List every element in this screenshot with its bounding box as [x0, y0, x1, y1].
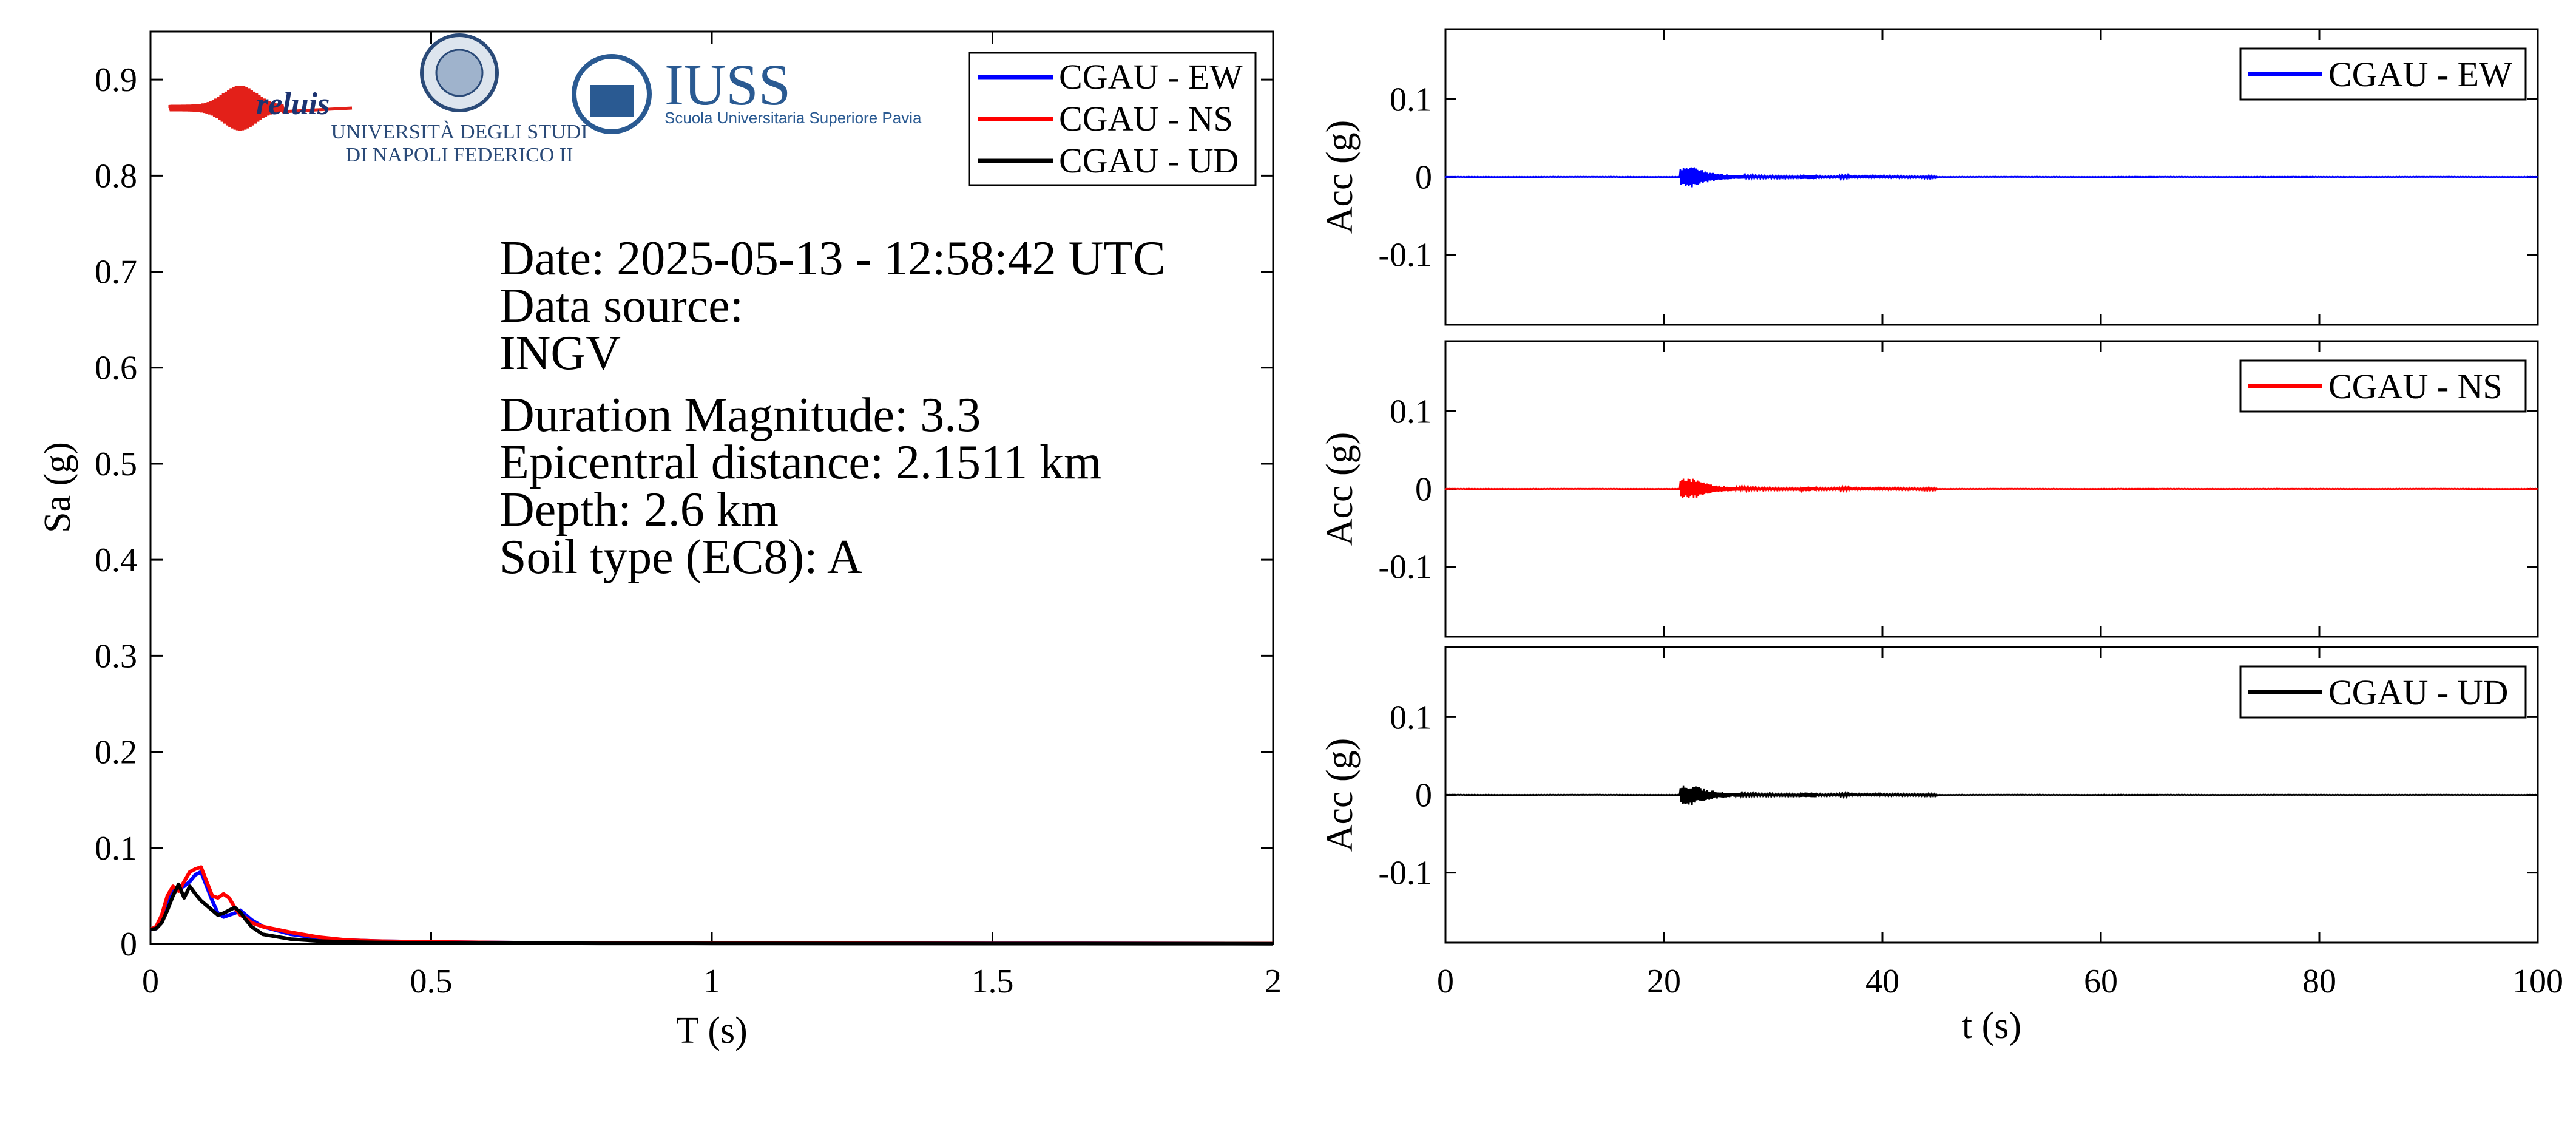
accelerogram-panel: -0.1 0 0.1 Acc (g) CGAU - EW: [1319, 28, 2539, 326]
spectrum-y-axis-label: Sa (g): [37, 442, 78, 533]
unina-name-line1: UNIVERSITÀ DEGLI STUDI: [331, 121, 587, 143]
acc-y-tick-label: 0: [1415, 159, 1432, 197]
unina-logo: UNIVERSITÀ DEGLI STUDI DI NAPOLI FEDERIC…: [331, 33, 588, 166]
reluis-logo-text: reluis: [256, 87, 330, 121]
acc-y-axis-label: Acc (g): [1319, 738, 1361, 852]
acc-y-axis-label: Acc (g): [1319, 432, 1361, 546]
event-info: Date: 2025-05-13 - 12:58:42 UTC Data sou…: [499, 232, 1166, 584]
acc-legend-label: CGAU - UD: [2328, 673, 2508, 712]
acc-y-axis-label: Acc (g): [1319, 120, 1361, 234]
acc-waveform-line: [1444, 785, 2538, 805]
data-source-value: INGV: [499, 327, 621, 380]
acc-y-tick-label: -0.1: [1378, 237, 1432, 274]
spectrum-x-ticks: 0 0.5 1 1.5 2: [142, 32, 1282, 1000]
spectrum-x-tick-label: 1.5: [972, 963, 1014, 1000]
event-depth: Depth: 2.6 km: [499, 483, 779, 537]
acc-x-tick-label: 0: [1437, 963, 1454, 1000]
epicentral-distance: Epicentral distance: 2.1511 km: [499, 436, 1101, 489]
acc-y-tick-label: 0.1: [1390, 393, 1432, 430]
acc-y-tick-label: 0: [1415, 471, 1432, 509]
iuss-name: IUSS: [664, 52, 791, 117]
soil-type: Soil type (EC8): A: [499, 531, 862, 584]
spectrum-y-tick-label: 0.3: [95, 637, 137, 675]
event-date: Date: 2025-05-13 - 12:58:42 UTC: [499, 232, 1166, 285]
iuss-subtitle: Scuola Universitaria Superiore Pavia: [664, 109, 922, 127]
acc-x-axis-label: t (s): [1962, 1005, 2021, 1046]
spectrum-x-tick-label: 2: [1265, 963, 1282, 1000]
legend-label-ew: CGAU - EW: [1059, 57, 1243, 97]
acc-legend-label: CGAU - NS: [2328, 367, 2503, 406]
accelerogram-panels: -0.1 0 0.1 Acc (g) CGAU - EW -0.1 0 0.1 Acc (g) C…: [1319, 28, 2563, 1046]
spectrum-y-tick-label: 0.7: [95, 254, 137, 291]
spectrum-x-axis-label: T (s): [676, 1010, 748, 1051]
acc-x-tick-label: 60: [2084, 963, 2118, 1000]
acc-x-tick-label: 80: [2302, 963, 2336, 1000]
acc-legend-box: [2239, 665, 2527, 719]
spectrum-y-tick-label: 0.5: [95, 446, 137, 483]
acc-y-tick-label: 0: [1415, 777, 1432, 815]
acc-x-tick-label: 100: [2512, 963, 2563, 1000]
acc-y-tick-label: 0.1: [1390, 699, 1432, 736]
spectrum-y-tick-label: 0.6: [95, 350, 137, 387]
accelerogram-panel: -0.1 0 0.1 Acc (g) CGAU - NS: [1319, 340, 2539, 638]
unina-name-line2: DI NAPOLI FEDERICO II: [346, 144, 573, 166]
legend-label-ns: CGAU - NS: [1059, 99, 1233, 138]
spectrum-y-tick-label: 0.4: [95, 541, 137, 579]
acc-y-tick-label: -0.1: [1378, 549, 1432, 586]
iuss-emblem-building: [590, 85, 634, 117]
spectrum-x-tick-label: 1: [703, 963, 720, 1000]
spectrum-y-ticks: 0 0.1 0.2 0.3 0.4 0.5 0.6 0.7 0.8 0.9: [95, 61, 1273, 963]
acc-waveform-line: [1444, 167, 2538, 188]
spectrum-x-tick-label: 0: [142, 963, 159, 1000]
legend-label-ud: CGAU - UD: [1059, 141, 1239, 180]
spectrum-chart: 0 0.1 0.2 0.3 0.4 0.5 0.6 0.7 0.8 0.9 0 0.5 1 1.5 2 T…: [37, 30, 1282, 1051]
spectrum-y-tick-label: 0: [120, 926, 137, 963]
spectrum-series: [149, 865, 1274, 946]
data-source-label: Data source:: [499, 279, 743, 333]
spectrum-x-tick-label: 0.5: [410, 963, 453, 1000]
spectrum-series-line: [150, 882, 1274, 946]
spectrum-y-tick-label: 0.1: [95, 830, 137, 867]
reluis-seismogram-graphic: [168, 86, 353, 131]
reluis-logo: reluis: [168, 86, 353, 131]
iuss-logo: IUSS Scuola Universitaria Superiore Pavi…: [572, 52, 922, 134]
acc-waveform-line: [1444, 478, 2538, 498]
accelerogram-panel: -0.1 0 0.1 0 20 40 60 80 100 t (s) Acc (g) CGAU - U…: [1319, 646, 2563, 1046]
acc-y-tick-label: -0.1: [1378, 855, 1432, 892]
spectrum-y-tick-label: 0.8: [95, 157, 137, 195]
acc-x-tick-label: 20: [1647, 963, 1681, 1000]
event-magnitude: Duration Magnitude: 3.3: [499, 388, 981, 442]
acc-legend-label: CGAU - EW: [2328, 55, 2512, 94]
unina-seal-inner: [435, 49, 484, 97]
spectrum-y-tick-label: 0.9: [95, 61, 137, 99]
acc-y-tick-label: 0.1: [1390, 81, 1432, 118]
acc-x-tick-label: 40: [1865, 963, 1899, 1000]
spectrum-y-tick-label: 0.2: [95, 734, 137, 772]
spectrum-legend: CGAU - EW CGAU - NS CGAU - UD: [968, 52, 1257, 186]
